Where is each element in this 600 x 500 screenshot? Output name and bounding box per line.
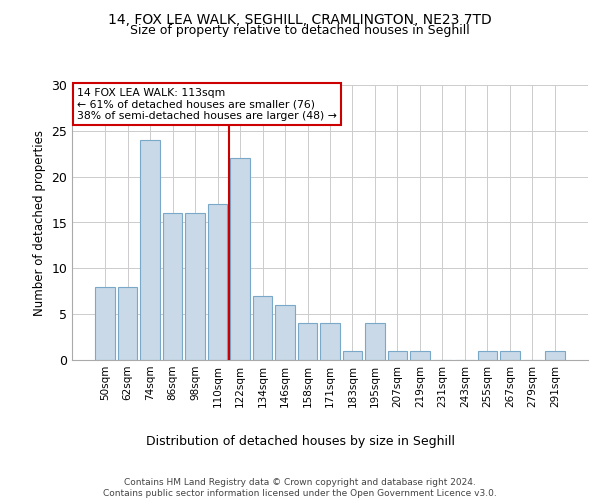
Bar (500, 351, 520, 360)
Text: 14, FOX LEA WALK, SEGHILL, CRAMLINGTON, NE23 7TD: 14, FOX LEA WALK, SEGHILL, CRAMLINGTON, … (108, 12, 492, 26)
Y-axis label: Number of detached properties: Number of detached properties (33, 130, 46, 316)
Text: Distribution of detached houses by size in Seghill: Distribution of detached houses by size … (146, 435, 455, 448)
Bar (410, 351, 430, 360)
Bar (230, 158, 250, 360)
Bar (365, 324, 385, 360)
Bar (185, 214, 205, 360)
Bar (545, 351, 565, 360)
Bar (388, 351, 407, 360)
Bar (163, 214, 182, 360)
Bar (208, 204, 227, 360)
Bar (275, 305, 295, 360)
Bar (298, 324, 317, 360)
Bar (140, 140, 160, 360)
Text: Contains HM Land Registry data © Crown copyright and database right 2024.
Contai: Contains HM Land Registry data © Crown c… (103, 478, 497, 498)
Bar (343, 351, 362, 360)
Bar (118, 286, 137, 360)
Bar (253, 296, 272, 360)
Bar (478, 351, 497, 360)
Text: 14 FOX LEA WALK: 113sqm
← 61% of detached houses are smaller (76)
38% of semi-de: 14 FOX LEA WALK: 113sqm ← 61% of detache… (77, 88, 337, 121)
Text: Size of property relative to detached houses in Seghill: Size of property relative to detached ho… (130, 24, 470, 37)
Bar (95, 286, 115, 360)
Bar (320, 324, 340, 360)
